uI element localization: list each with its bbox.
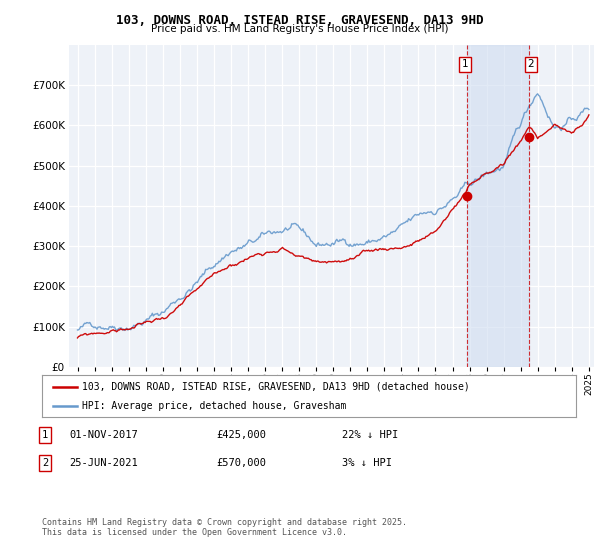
Text: 3% ↓ HPI: 3% ↓ HPI xyxy=(342,458,392,468)
Text: 25-JUN-2021: 25-JUN-2021 xyxy=(69,458,138,468)
Text: 2: 2 xyxy=(527,59,534,69)
Bar xyxy=(467,45,529,367)
Text: 22% ↓ HPI: 22% ↓ HPI xyxy=(342,430,398,440)
Text: £570,000: £570,000 xyxy=(216,458,266,468)
Text: 01-NOV-2017: 01-NOV-2017 xyxy=(69,430,138,440)
Text: Contains HM Land Registry data © Crown copyright and database right 2025.
This d: Contains HM Land Registry data © Crown c… xyxy=(42,518,407,538)
Text: 103, DOWNS ROAD, ISTEAD RISE, GRAVESEND, DA13 9HD (detached house): 103, DOWNS ROAD, ISTEAD RISE, GRAVESEND,… xyxy=(82,382,470,392)
Text: 1: 1 xyxy=(42,430,48,440)
Text: 103, DOWNS ROAD, ISTEAD RISE, GRAVESEND, DA13 9HD: 103, DOWNS ROAD, ISTEAD RISE, GRAVESEND,… xyxy=(116,14,484,27)
Text: Price paid vs. HM Land Registry's House Price Index (HPI): Price paid vs. HM Land Registry's House … xyxy=(151,24,449,34)
Text: £425,000: £425,000 xyxy=(216,430,266,440)
Text: 1: 1 xyxy=(461,59,468,69)
Text: 2: 2 xyxy=(42,458,48,468)
Text: HPI: Average price, detached house, Gravesham: HPI: Average price, detached house, Grav… xyxy=(82,402,346,411)
